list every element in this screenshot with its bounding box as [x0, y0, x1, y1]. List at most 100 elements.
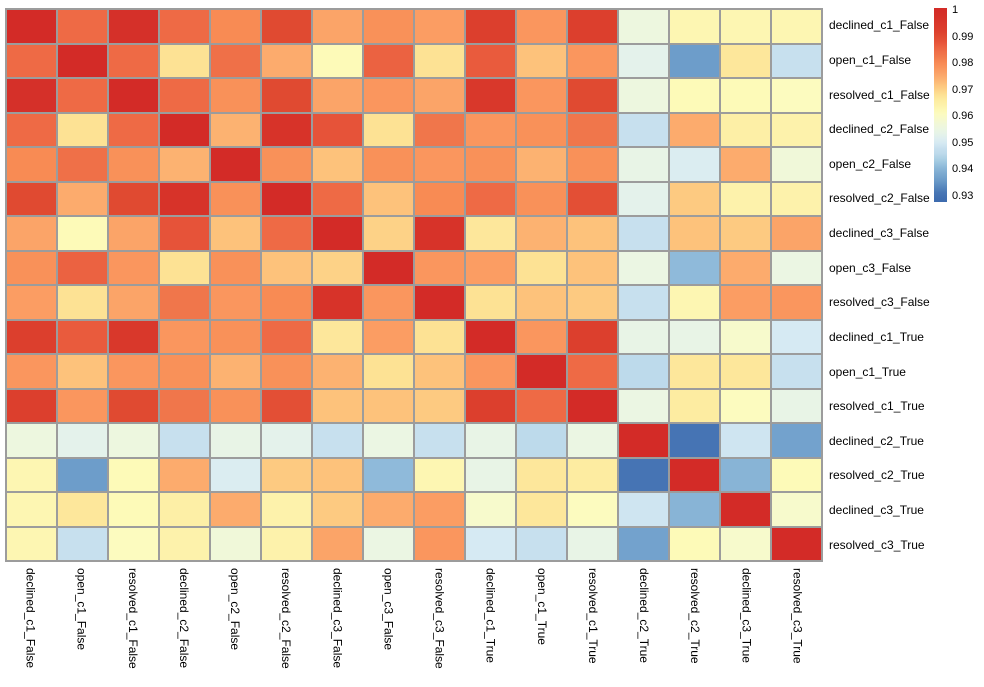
heatmap-cell [313, 458, 362, 491]
heatmap-cell [517, 217, 566, 250]
heatmap-cell [160, 44, 209, 77]
heatmap-cell [109, 458, 158, 491]
heatmap-cell [721, 286, 770, 319]
heatmap-cell [109, 182, 158, 215]
row-label: resolved_c2_False [829, 191, 930, 206]
heatmap-cell [466, 286, 515, 319]
heatmap-cell [160, 527, 209, 560]
heatmap-cell [109, 148, 158, 181]
column-label: declined_c3_False [312, 568, 363, 687]
heatmap-cell [160, 10, 209, 43]
heatmap-cell [211, 527, 260, 560]
heatmap-cell [313, 527, 362, 560]
heatmap-cell [58, 217, 107, 250]
heatmap-cell [262, 10, 311, 43]
heatmap-cell [7, 355, 56, 388]
column-label: declined_c2_True [619, 568, 670, 687]
heatmap-cell [670, 251, 719, 284]
heatmap-cell [568, 527, 617, 560]
heatmap-cell [364, 458, 413, 491]
colorbar-tick-label: 1 [952, 4, 959, 16]
column-label-text: declined_c1_False [23, 568, 38, 669]
colorbar-tick-label: 0.93 [952, 189, 974, 202]
heatmap-cell [568, 10, 617, 43]
heatmap-cell [160, 355, 209, 388]
heatmap-cell [313, 148, 362, 181]
column-label-text: declined_c2_True [637, 568, 652, 663]
heatmap-cell [517, 148, 566, 181]
row-label: declined_c2_True [829, 433, 924, 448]
heatmap-cell [466, 113, 515, 146]
heatmap-cell [109, 389, 158, 422]
heatmap-cell [415, 113, 464, 146]
column-label: declined_c1_False [5, 568, 56, 687]
heatmap-cell [670, 355, 719, 388]
heatmap-cell [619, 113, 668, 146]
row-label: declined_c3_True [829, 503, 924, 518]
heatmap-cell [58, 113, 107, 146]
heatmap-cell [364, 493, 413, 526]
heatmap-cell [619, 355, 668, 388]
colorbar-gradient [934, 8, 947, 202]
heatmap-cell [415, 10, 464, 43]
heatmap-cell [262, 113, 311, 146]
heatmap-cell [364, 182, 413, 215]
row-label: resolved_c1_True [829, 399, 925, 414]
heatmap-cell [568, 182, 617, 215]
heatmap-cell [619, 493, 668, 526]
heatmap-cell [58, 424, 107, 457]
row-label: resolved_c1_False [829, 87, 930, 102]
heatmap-cell [211, 355, 260, 388]
column-label-text: resolved_c3_False [432, 568, 447, 669]
heatmap-cell [58, 320, 107, 353]
heatmap-cell [7, 493, 56, 526]
heatmap-cell [670, 527, 719, 560]
heatmap-cell [517, 251, 566, 284]
heatmap-cell [415, 251, 464, 284]
heatmap-cell [211, 148, 260, 181]
column-label: resolved_c1_True [567, 568, 618, 687]
heatmap-cell [670, 320, 719, 353]
heatmap-cell [466, 493, 515, 526]
heatmap-cell [364, 79, 413, 112]
heatmap-cell [211, 44, 260, 77]
heatmap-cell [670, 148, 719, 181]
heatmap-cell [262, 355, 311, 388]
heatmap-grid [5, 8, 823, 562]
heatmap-cell [772, 148, 821, 181]
heatmap-cell [364, 424, 413, 457]
heatmap-cell [517, 527, 566, 560]
heatmap-cell [466, 79, 515, 112]
heatmap-cell [721, 355, 770, 388]
heatmap-cell [517, 493, 566, 526]
heatmap-cell [58, 148, 107, 181]
heatmap-cell [262, 493, 311, 526]
heatmap-cell [415, 320, 464, 353]
heatmap-cell [568, 458, 617, 491]
heatmap-cell [466, 251, 515, 284]
column-axis-labels: declined_c1_False open_c1_False resolved_c… [5, 568, 823, 687]
heatmap-cell [568, 79, 617, 112]
heatmap-cell [109, 10, 158, 43]
heatmap-cell [619, 320, 668, 353]
heatmap-cell [466, 217, 515, 250]
heatmap-cell [517, 10, 566, 43]
heatmap-cell [364, 389, 413, 422]
heatmap-cell [7, 320, 56, 353]
heatmap-cell [772, 355, 821, 388]
heatmap-cell [721, 251, 770, 284]
heatmap-cell [415, 355, 464, 388]
row-label: declined_c1_True [829, 329, 924, 344]
heatmap-cell [364, 44, 413, 77]
heatmap-cell [517, 44, 566, 77]
heatmap-cell [58, 251, 107, 284]
heatmap-cell [7, 389, 56, 422]
column-label: open_c3_False [363, 568, 414, 687]
heatmap-cell [415, 148, 464, 181]
heatmap-cell [109, 79, 158, 112]
heatmap-cell [772, 286, 821, 319]
heatmap-cell [721, 424, 770, 457]
column-label-text: resolved_c2_False [279, 568, 294, 669]
column-label-text: resolved_c3_True [790, 568, 805, 664]
heatmap-cell [466, 44, 515, 77]
